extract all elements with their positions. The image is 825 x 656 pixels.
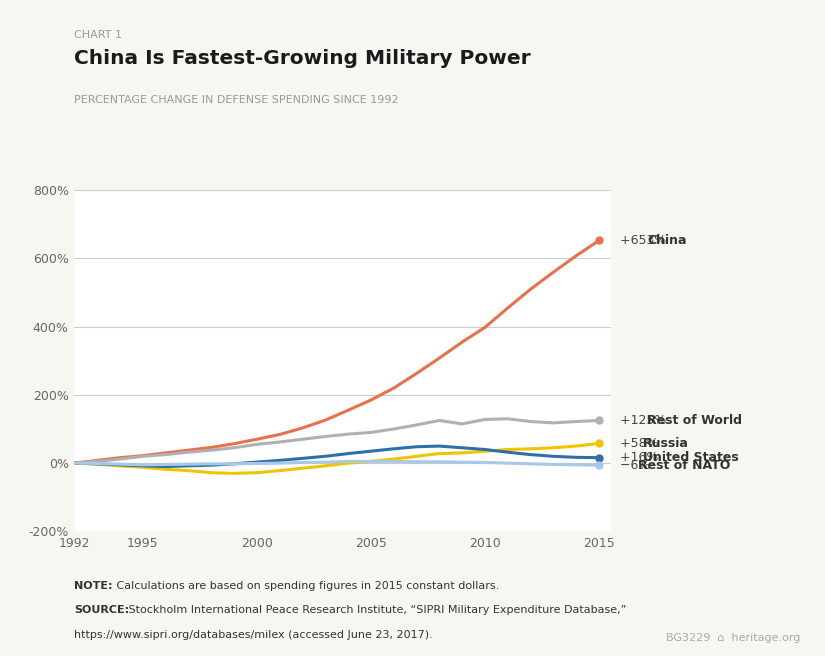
Text: https://www.sipri.org/databases/milex (accessed June 23, 2017).: https://www.sipri.org/databases/milex (a…: [74, 630, 433, 640]
Text: Calculations are based on spending figures in 2015 constant dollars.: Calculations are based on spending figur…: [113, 581, 499, 590]
Text: +653%: +653%: [620, 234, 671, 247]
Text: −6%: −6%: [620, 459, 655, 472]
Text: +58%: +58%: [620, 437, 663, 450]
Text: Rest of NATO: Rest of NATO: [639, 459, 730, 472]
Text: United States: United States: [643, 451, 738, 464]
Text: BG3229  ⌂  heritage.org: BG3229 ⌂ heritage.org: [666, 633, 800, 643]
Text: SOURCE:: SOURCE:: [74, 605, 130, 615]
Text: China: China: [647, 234, 686, 247]
Text: Rest of World: Rest of World: [647, 414, 742, 427]
Text: Stockholm International Peace Research Institute, “SIPRI Military Expenditure Da: Stockholm International Peace Research I…: [125, 605, 627, 615]
Text: +16%: +16%: [620, 451, 662, 464]
Text: +125%: +125%: [620, 414, 671, 427]
Text: NOTE:: NOTE:: [74, 581, 113, 590]
Text: Russia: Russia: [643, 437, 689, 450]
Text: CHART 1: CHART 1: [74, 30, 122, 39]
Text: PERCENTAGE CHANGE IN DEFENSE SPENDING SINCE 1992: PERCENTAGE CHANGE IN DEFENSE SPENDING SI…: [74, 95, 398, 105]
Text: China Is Fastest-Growing Military Power: China Is Fastest-Growing Military Power: [74, 49, 530, 68]
